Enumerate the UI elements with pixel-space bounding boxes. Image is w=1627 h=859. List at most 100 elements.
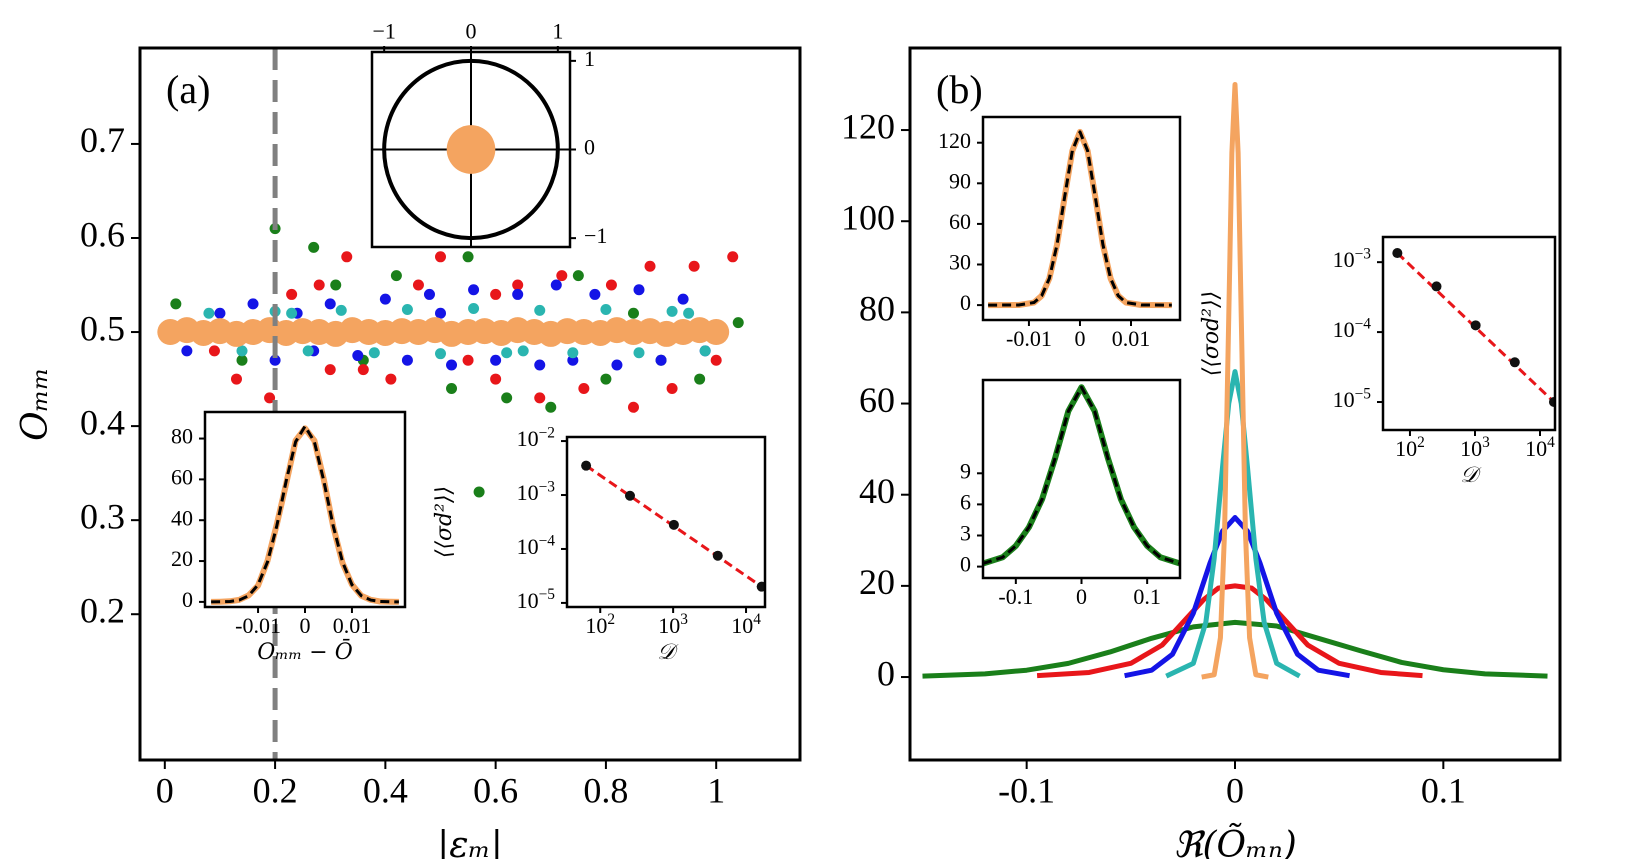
y-tick-label: 10−5 (1333, 385, 1372, 412)
frame (565, 435, 767, 609)
point (501, 347, 513, 359)
point (379, 293, 391, 305)
point (468, 284, 480, 296)
tick-label-part: 10 (731, 613, 753, 638)
y-axis-label: Oₘₘ (15, 367, 56, 441)
point (556, 270, 568, 282)
x-tick-label: 0.2 (253, 770, 298, 810)
point (633, 347, 645, 359)
y-tick-label: 90 (949, 168, 971, 193)
point (688, 260, 700, 272)
point (1548, 397, 1555, 408)
point (286, 288, 298, 300)
y-tick-label: 20 (859, 562, 895, 602)
point (236, 354, 248, 366)
point (644, 260, 656, 272)
point (567, 354, 579, 366)
x-tick-label: 0 (466, 18, 477, 43)
y-tick-label: 0.2 (80, 590, 125, 630)
x-tick-label: 0.8 (583, 770, 628, 810)
point (727, 251, 739, 263)
x-tick-label: 0.1 (1133, 584, 1161, 609)
point (666, 382, 678, 394)
y-tick-label: 120 (938, 128, 971, 153)
point (462, 354, 474, 366)
x-tick-label: 103 (658, 611, 688, 638)
tick-label-part: 10 (517, 480, 539, 505)
point (247, 298, 259, 310)
y-tick-label: 0 (960, 290, 971, 315)
point (269, 354, 281, 366)
plot-background (205, 412, 405, 607)
frame (1381, 235, 1557, 432)
point (545, 401, 557, 413)
x-tick-label: -0.1 (998, 770, 1055, 810)
point (732, 317, 744, 329)
tick-label-part: 10 (1460, 436, 1482, 461)
point (1431, 281, 1442, 292)
plot-background (983, 117, 1180, 320)
tick-label-part: −4 (539, 532, 556, 549)
point (581, 460, 592, 471)
tick-label-part: 10 (1395, 436, 1417, 461)
x-axis-label: Oₘₘ − Ō (257, 638, 352, 665)
x-tick-label: -0.01 (1006, 326, 1052, 351)
x-tick-label: 0.01 (333, 613, 372, 638)
tick-label-part: −5 (539, 586, 556, 603)
plot-area (1392, 248, 1555, 408)
curve (1036, 583, 1423, 679)
point (578, 382, 590, 394)
point (567, 347, 579, 359)
curve (1124, 515, 1351, 679)
point (703, 319, 730, 346)
fit-line (988, 130, 1172, 307)
y-tick-label: 10−3 (1333, 245, 1372, 272)
x-tick-label: 0.6 (473, 770, 518, 810)
fit-line (1396, 251, 1555, 404)
y-tick-label: 0.5 (80, 308, 125, 348)
y-tick-label: 40 (171, 505, 193, 530)
y-tick-label: 10−4 (517, 532, 556, 559)
point (352, 350, 364, 362)
point (710, 354, 722, 366)
tick-label-part: 3 (680, 611, 688, 628)
point (1509, 357, 1520, 368)
tick-label-part: −5 (1355, 385, 1372, 402)
plot-area (922, 81, 1548, 680)
tick-label-part: −3 (539, 478, 556, 495)
point (517, 345, 529, 357)
y-tick-label: 80 (171, 424, 193, 449)
plot-area (581, 460, 765, 592)
point (712, 550, 723, 561)
x-tick-label: 103 (1460, 434, 1490, 461)
point (435, 307, 447, 319)
point (572, 270, 584, 282)
x-tick-label: 0 (1076, 584, 1087, 609)
x-axis-label: 𝒟 (1460, 463, 1482, 488)
point (699, 345, 711, 357)
x-tick-label: 102 (585, 611, 615, 638)
plot-area (988, 128, 1172, 309)
x-tick-label: 0 (1226, 770, 1244, 810)
tick-label-part: −4 (1355, 315, 1372, 332)
tick-label-part: 2 (607, 611, 615, 628)
tick-label-part: 10 (585, 613, 607, 638)
point (435, 348, 447, 360)
point (286, 307, 298, 319)
y-tick-label: 0.3 (80, 496, 125, 536)
point (385, 373, 397, 385)
point (170, 298, 182, 310)
tick-label-part: 3 (1482, 434, 1490, 451)
y-tick-label: 40 (859, 471, 895, 511)
tick-label-part: −2 (539, 424, 555, 441)
fit-line (211, 424, 399, 604)
curve (1165, 369, 1301, 679)
point (512, 279, 524, 291)
panel-label: (a) (166, 67, 210, 112)
point (412, 279, 424, 291)
x-tick-label: 0.4 (363, 770, 408, 810)
point (1392, 248, 1403, 259)
y-tick-label: 120 (841, 106, 895, 146)
